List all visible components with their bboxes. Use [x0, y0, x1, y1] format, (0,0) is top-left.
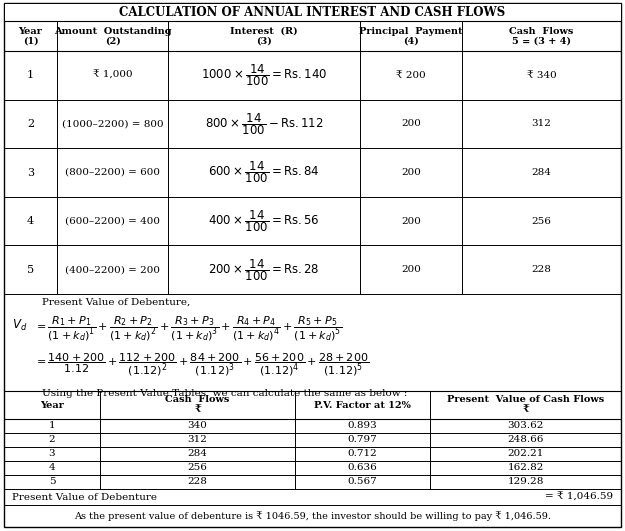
Text: $400\times\dfrac{14}{100}=\mathrm{Rs.56}$: $400\times\dfrac{14}{100}=\mathrm{Rs.56}… — [208, 208, 320, 234]
Text: 0.567: 0.567 — [348, 477, 378, 486]
Text: ₹ 340: ₹ 340 — [527, 71, 556, 80]
Text: Year: Year — [19, 27, 42, 36]
Text: 312: 312 — [188, 435, 208, 444]
Text: 200: 200 — [401, 168, 421, 177]
Text: 2: 2 — [27, 119, 34, 129]
Text: 162.82: 162.82 — [508, 464, 544, 473]
Text: 0.893: 0.893 — [348, 422, 378, 431]
Text: 284: 284 — [188, 450, 208, 458]
Text: 3: 3 — [27, 167, 34, 177]
Text: 228: 228 — [188, 477, 208, 486]
Text: (1): (1) — [22, 37, 38, 46]
Text: Present  Value of Cash Flows: Present Value of Cash Flows — [447, 396, 604, 405]
Text: (3): (3) — [256, 37, 272, 46]
Text: 3: 3 — [49, 450, 56, 458]
Text: 228: 228 — [531, 265, 551, 274]
Text: $1000\times\dfrac{14}{100}=\mathrm{Rs.140}$: $1000\times\dfrac{14}{100}=\mathrm{Rs.14… — [201, 63, 328, 88]
Text: 5: 5 — [27, 264, 34, 275]
Text: Present Value of Debenture,: Present Value of Debenture, — [42, 298, 190, 307]
Text: (800–2200) = 600: (800–2200) = 600 — [65, 168, 160, 177]
Text: 200: 200 — [401, 217, 421, 226]
Text: (2): (2) — [104, 37, 121, 46]
Text: 303.62: 303.62 — [508, 422, 544, 431]
Text: (400–2200) = 200: (400–2200) = 200 — [65, 265, 160, 274]
Text: 129.28: 129.28 — [508, 477, 544, 486]
Text: Cash  Flows: Cash Flows — [509, 27, 574, 36]
Text: 2: 2 — [49, 435, 56, 444]
Text: $600\times\dfrac{14}{100}=\mathrm{Rs.84}$: $600\times\dfrac{14}{100}=\mathrm{Rs.84}… — [208, 160, 320, 185]
Text: Year: Year — [40, 400, 64, 409]
Text: 312: 312 — [531, 119, 551, 129]
Text: $200\times\dfrac{14}{100}=\mathrm{Rs.28}$: $200\times\dfrac{14}{100}=\mathrm{Rs.28}… — [208, 257, 320, 282]
Text: 0.797: 0.797 — [348, 435, 378, 444]
Text: Cash  Flows: Cash Flows — [165, 396, 230, 405]
Text: ₹ 1,000: ₹ 1,000 — [92, 71, 132, 80]
Text: Interest  (R): Interest (R) — [230, 27, 298, 36]
Text: Principal  Payment: Principal Payment — [359, 27, 462, 36]
Text: ₹ 200: ₹ 200 — [396, 71, 426, 80]
Text: 248.66: 248.66 — [508, 435, 544, 444]
Text: 256: 256 — [531, 217, 551, 226]
Text: $=\dfrac{140+200}{1.12}+\dfrac{112+200}{(1.12)^2}+\dfrac{84+200}{(1.12)^3}+\dfra: $=\dfrac{140+200}{1.12}+\dfrac{112+200}{… — [34, 352, 369, 378]
Text: Amount  Outstanding: Amount Outstanding — [54, 27, 171, 36]
Text: $V_d$: $V_d$ — [12, 318, 28, 333]
Text: 284: 284 — [531, 168, 551, 177]
Text: 4: 4 — [27, 216, 34, 226]
Text: Using the Present Value Tables, we can calculate the same as below :: Using the Present Value Tables, we can c… — [42, 389, 408, 398]
Text: (1000–2200) = 800: (1000–2200) = 800 — [62, 119, 163, 129]
Text: 0.712: 0.712 — [348, 450, 378, 458]
Text: P.V. Factor at 12%: P.V. Factor at 12% — [314, 400, 411, 409]
Text: 4: 4 — [49, 464, 56, 473]
Text: = ₹ 1,046.59: = ₹ 1,046.59 — [545, 492, 613, 502]
Text: (600–2200) = 400: (600–2200) = 400 — [65, 217, 160, 226]
Text: Present Value of Debenture: Present Value of Debenture — [12, 492, 157, 501]
Text: 200: 200 — [401, 265, 421, 274]
Text: 0.636: 0.636 — [348, 464, 378, 473]
Text: 1: 1 — [27, 70, 34, 80]
Text: 340: 340 — [188, 422, 208, 431]
Text: As the present value of debenture is ₹ 1046.59, the investor should be willing t: As the present value of debenture is ₹ 1… — [74, 511, 551, 521]
Text: CALCULATION OF ANNUAL INTEREST AND CASH FLOWS: CALCULATION OF ANNUAL INTEREST AND CASH … — [119, 5, 506, 19]
Text: 200: 200 — [401, 119, 421, 129]
Text: $800\times\dfrac{14}{100}-\mathrm{Rs.112}$: $800\times\dfrac{14}{100}-\mathrm{Rs.112… — [204, 111, 323, 137]
Text: 202.21: 202.21 — [508, 450, 544, 458]
Text: $=\dfrac{R_1+P_1}{(1+k_d)^1}+\dfrac{R_2+P_2}{(1+k_d)^2}+\dfrac{R_3+P_3}{(1+k_d)^: $=\dfrac{R_1+P_1}{(1+k_d)^1}+\dfrac{R_2+… — [34, 314, 342, 342]
Text: 5: 5 — [49, 477, 56, 486]
Text: ₹: ₹ — [522, 406, 529, 415]
Text: ₹: ₹ — [194, 406, 201, 415]
Text: 5 = (3 + 4): 5 = (3 + 4) — [512, 37, 571, 46]
Text: 1: 1 — [49, 422, 56, 431]
Text: (4): (4) — [403, 37, 419, 46]
Bar — [4, 3, 621, 21]
Text: 256: 256 — [188, 464, 208, 473]
